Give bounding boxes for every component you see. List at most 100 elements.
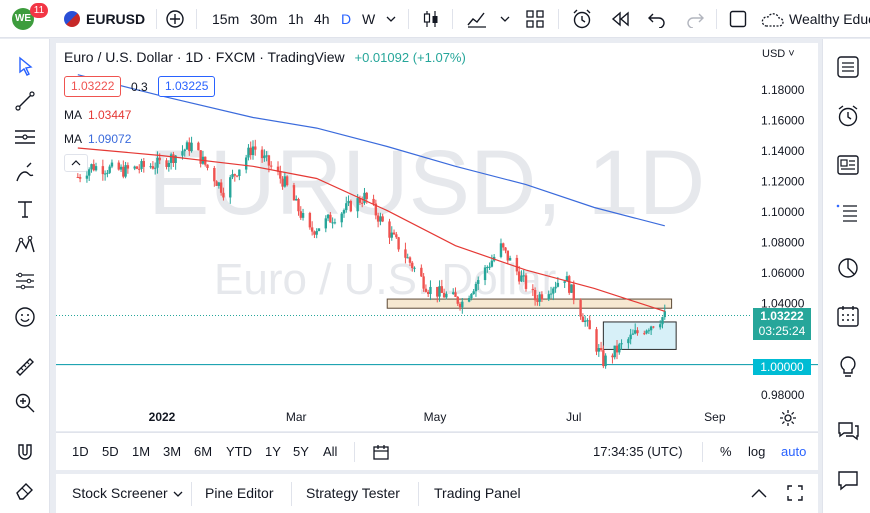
cloud-save-icon[interactable] (760, 11, 784, 27)
compare-plus-icon[interactable] (165, 9, 185, 29)
tab-trading-panel[interactable]: Trading Panel (434, 485, 521, 501)
price-chart[interactable]: EURUSD, 1D Euro / U.S. Dollar 1.18000 1.1… (56, 43, 818, 431)
ma-slow-legend[interactable]: MA 1.09072 (64, 132, 131, 146)
measure-tool-icon[interactable] (13, 269, 37, 293)
range-6m[interactable]: 6M (194, 444, 213, 459)
undo-icon[interactable] (648, 10, 666, 28)
layout-grid-icon[interactable] (525, 9, 545, 29)
interval-30m[interactable]: 30m (250, 11, 278, 27)
emoji-icon[interactable] (13, 305, 37, 329)
utc-clock[interactable]: 17:34:35 (UTC) (593, 444, 683, 459)
interval-1h[interactable]: 1h (288, 11, 304, 27)
auto-toggle[interactable]: auto (781, 444, 807, 459)
candle-body (122, 166, 125, 177)
range-5y[interactable]: 5Y (293, 444, 309, 459)
range-1m[interactable]: 1M (132, 444, 151, 459)
percent-toggle[interactable]: % (720, 444, 732, 459)
lightbulb-icon[interactable] (835, 354, 861, 380)
candle-body (647, 330, 651, 332)
alarm-clock-icon[interactable] (835, 103, 861, 129)
top-toolbar: WE 11 EURUSD 15m 30m 1h 4h D W Wealthy E… (0, 0, 870, 38)
horizontal-lines-icon[interactable] (13, 125, 37, 149)
date-range-calendar-icon[interactable] (372, 443, 390, 461)
candle-body (442, 292, 446, 298)
replay-icon[interactable] (610, 10, 630, 28)
range-1d[interactable]: 1D (72, 444, 89, 459)
text-tool-icon[interactable] (13, 197, 37, 221)
range-5d[interactable]: 5D (102, 444, 119, 459)
widget-bar (822, 39, 870, 513)
watchlist-icon[interactable] (835, 54, 861, 80)
range-ytd[interactable]: YTD (226, 444, 252, 459)
chart-settings-gear-icon[interactable] (779, 409, 797, 427)
interval-w[interactable]: W (362, 11, 376, 27)
candle-body (524, 275, 528, 289)
indicators-chevron-down-icon[interactable] (500, 14, 510, 24)
candle-body (502, 243, 505, 248)
brush-icon[interactable] (13, 161, 37, 185)
candle-body (627, 339, 630, 344)
log-toggle[interactable]: log (748, 444, 766, 459)
tab-pine-editor[interactable]: Pine Editor (205, 485, 274, 501)
candle-body (645, 330, 648, 334)
pie-chart-icon[interactable] (835, 255, 861, 281)
bid-price-box[interactable]: 1.03222 (64, 76, 122, 97)
candle-body (142, 161, 145, 167)
zoom-in-icon[interactable] (13, 391, 37, 415)
trend-line-icon[interactable] (13, 89, 37, 113)
candle-body (308, 213, 312, 228)
range-all[interactable]: All (323, 444, 338, 459)
range-box[interactable] (602, 321, 677, 350)
ma-slow-label: MA (64, 132, 82, 146)
tab-stock-screener[interactable]: Stock Screener (72, 485, 168, 501)
news-icon[interactable] (835, 152, 861, 178)
candle-body (422, 276, 425, 289)
ideas-list-icon[interactable] (835, 201, 861, 227)
interval-d[interactable]: D (341, 11, 352, 27)
cursor-arrow-icon[interactable] (13, 54, 37, 78)
ask-price-box[interactable]: 1.03225 (158, 76, 216, 97)
candles-type-icon[interactable] (421, 9, 441, 29)
account-label[interactable]: Wealthy Educ (789, 11, 870, 27)
candle-body (452, 292, 455, 294)
badge-count: 11 (33, 5, 45, 16)
symbol-name: EURUSD (86, 11, 146, 27)
candle-body (151, 166, 155, 169)
resistance-zone[interactable] (386, 298, 673, 309)
currency-selector[interactable]: USD ˅ (762, 48, 795, 60)
legend-collapse[interactable] (64, 154, 88, 172)
panel-collapse-chevron-up-icon[interactable] (750, 487, 768, 499)
candle-body (583, 320, 587, 322)
indicators-icon[interactable] (466, 9, 488, 29)
alert-clock-icon[interactable] (571, 8, 593, 30)
range-3m[interactable]: 3M (163, 444, 182, 459)
magnet-icon[interactable] (13, 441, 37, 465)
ruler-icon[interactable] (13, 355, 37, 379)
candle-body (333, 222, 337, 224)
interval-4h[interactable]: 4h (314, 11, 330, 27)
ma-slow-line[interactable] (77, 74, 665, 227)
help-chat-icon[interactable] (835, 467, 861, 493)
user-avatar[interactable]: WE (12, 8, 34, 30)
symbol-search[interactable]: EURUSD (64, 0, 145, 38)
pattern-tool-icon[interactable] (13, 233, 37, 257)
chat-icon[interactable] (835, 417, 861, 443)
candle-body (420, 267, 423, 277)
fullscreen-square-icon[interactable] (729, 10, 747, 28)
horizontal-line-value: 1.00000 (760, 360, 804, 374)
redo-icon[interactable] (686, 10, 704, 28)
interval-15m[interactable]: 15m (212, 11, 240, 27)
ma-fast-line[interactable] (77, 147, 665, 312)
price-tick-label: 1.10000 (761, 205, 805, 219)
candle-body (536, 300, 539, 302)
eraser-icon[interactable] (13, 477, 37, 501)
range-1y[interactable]: 1Y (265, 444, 281, 459)
ma-fast-legend[interactable]: MA 1.03447 (64, 108, 131, 122)
screener-chevron-down-icon[interactable] (173, 489, 183, 499)
chart-pane[interactable]: EURUSD, 1D Euro / U.S. Dollar 1.18000 1.1… (56, 43, 818, 431)
tab-strategy-tester[interactable]: Strategy Tester (306, 485, 400, 501)
avatar-initials: WE (14, 13, 32, 24)
calendar-icon[interactable] (835, 303, 861, 329)
interval-chevron-down-icon[interactable] (386, 14, 396, 24)
panel-maximize-icon[interactable] (787, 485, 803, 501)
